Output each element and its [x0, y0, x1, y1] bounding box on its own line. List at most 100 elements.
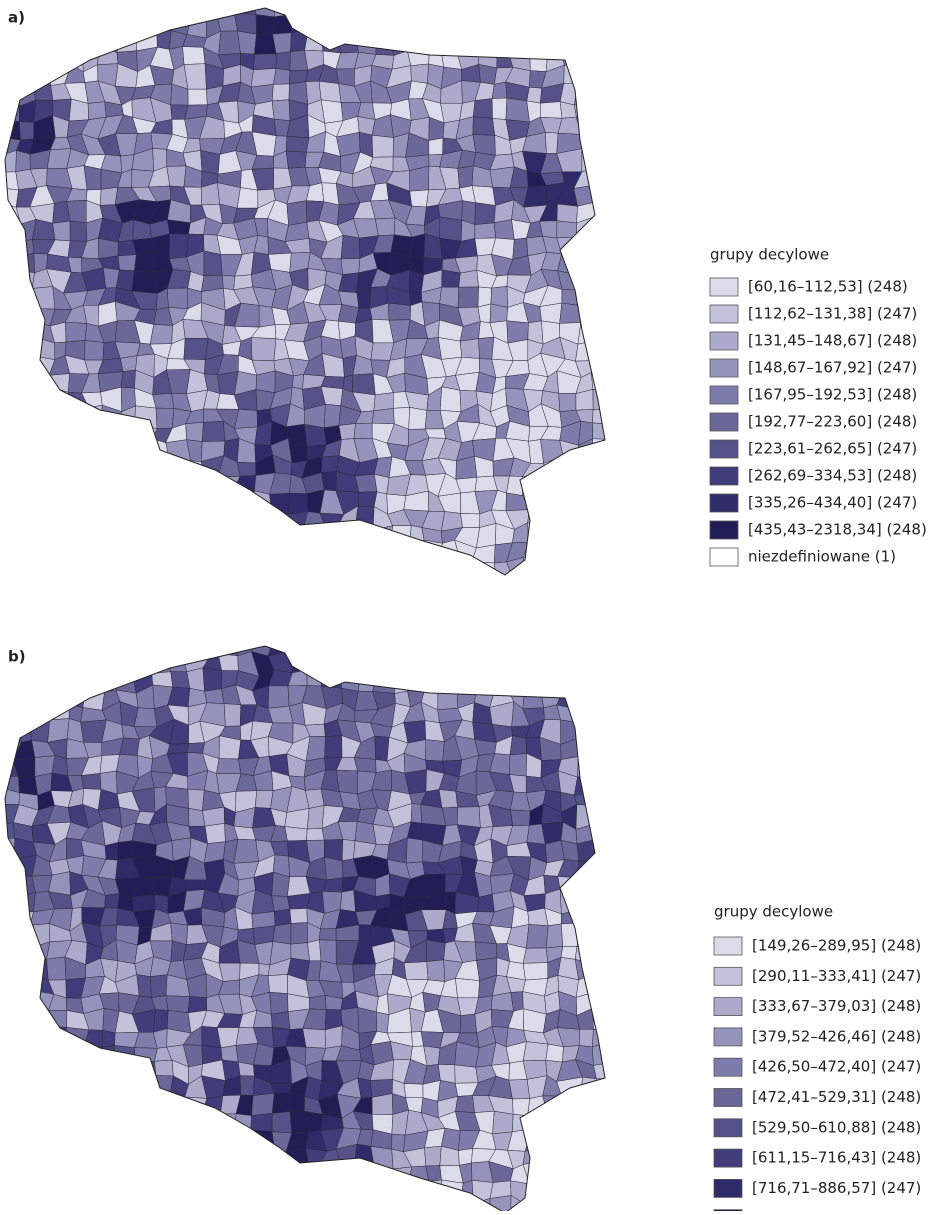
region: [187, 668, 205, 692]
region: [120, 1164, 138, 1184]
region: [66, 1059, 87, 1081]
region: [340, 1178, 355, 1201]
region: [0, 489, 15, 511]
region: [608, 1113, 629, 1129]
region: [325, 575, 344, 595]
region: [321, 637, 343, 658]
region: [98, 1117, 117, 1134]
region: [611, 1026, 627, 1045]
region: [273, 1199, 289, 1211]
region: [14, 991, 36, 1014]
region: [119, 591, 140, 614]
region: [67, 1113, 87, 1133]
region: [167, 1161, 186, 1184]
region: [171, 672, 190, 689]
region: [388, 652, 409, 673]
region: [575, 1195, 593, 1211]
region: [99, 1178, 120, 1201]
region: [35, 1195, 55, 1211]
region: [425, 668, 446, 693]
region: [611, 528, 632, 549]
region: [166, 1195, 190, 1211]
region: [608, 557, 631, 581]
legend-swatch: [710, 467, 738, 485]
region: [608, 1195, 630, 1211]
region: [540, 492, 561, 507]
region: [134, 1134, 154, 1149]
region: [612, 375, 631, 394]
region: [441, 30, 462, 55]
region: [169, 541, 186, 564]
region: [472, 19, 495, 38]
region: [49, 508, 68, 532]
region: [219, 736, 241, 759]
region: [404, 962, 428, 980]
region: [101, 425, 117, 442]
region: [574, 639, 598, 656]
region: [200, 1127, 223, 1152]
region: [81, 422, 107, 445]
region: [613, 688, 633, 705]
region: [609, 1093, 628, 1117]
region: [0, 531, 18, 548]
region: [577, 237, 599, 257]
region: [235, 1165, 256, 1183]
region: [540, 474, 559, 494]
region: [455, 978, 479, 997]
region: [355, 594, 378, 615]
region: [457, 670, 477, 692]
region: [353, 21, 376, 34]
region: [528, 523, 548, 543]
legend-label: [333,67–379,03] (248): [752, 997, 921, 1015]
region: [376, 994, 389, 1015]
region: [47, 16, 70, 35]
region: [492, 0, 510, 19]
region: [0, 1097, 21, 1111]
region: [545, 31, 562, 54]
region: [3, 578, 20, 599]
region: [292, 374, 304, 389]
region: [425, 653, 446, 669]
region: [387, 0, 412, 21]
region: [253, 54, 276, 70]
region: [375, 21, 387, 37]
region: [64, 673, 85, 692]
region: [30, 959, 49, 980]
region: [490, 1196, 511, 1211]
region: [206, 1, 222, 15]
region: [593, 1128, 611, 1150]
region: [81, 595, 103, 614]
region: [98, 238, 118, 258]
region: [16, 288, 32, 308]
region: [31, 1011, 51, 1033]
region: [136, 561, 149, 578]
region: [50, 673, 68, 692]
region: [183, 1179, 205, 1203]
region: [136, 637, 155, 659]
region: [35, 1061, 54, 1084]
region: [270, 992, 288, 1014]
region: [116, 425, 136, 438]
region: [169, 527, 190, 543]
region: [305, 0, 327, 21]
region: [132, 271, 158, 294]
region: [0, 859, 21, 877]
region: [222, 275, 235, 290]
region: [1, 1162, 20, 1185]
region: [65, 422, 86, 445]
region: [133, 507, 152, 526]
legend-swatch: [714, 1119, 742, 1137]
region: [580, 461, 599, 475]
region: [354, 423, 372, 439]
region: [358, 492, 377, 507]
region: [82, 1149, 103, 1166]
region: [47, 455, 72, 477]
region: [31, 656, 52, 673]
region: [546, 1197, 563, 1211]
region: [219, 963, 240, 982]
region: [13, 540, 38, 561]
region: [151, 655, 170, 673]
region: [100, 540, 120, 559]
region: [204, 251, 222, 276]
region: [67, 543, 87, 565]
